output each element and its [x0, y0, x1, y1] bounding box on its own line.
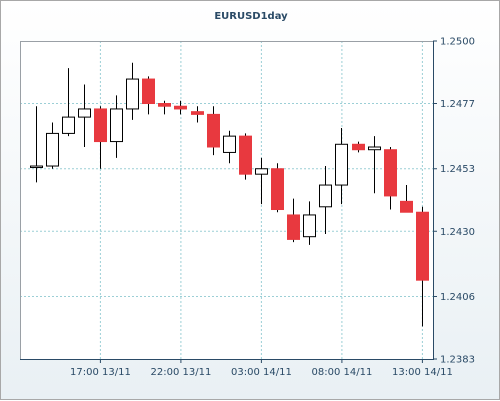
candle-bearish: [271, 163, 284, 213]
candle-body: [207, 113, 220, 148]
candle-bearish: [287, 198, 300, 243]
candle-body: [287, 214, 300, 240]
candle-body: [46, 132, 59, 167]
candle-bullish: [46, 122, 59, 169]
candle-body: [239, 135, 252, 175]
candle-body: [191, 111, 204, 115]
candle-bearish: [207, 106, 220, 156]
candle-bearish: [384, 147, 397, 210]
candle-body: [142, 78, 155, 105]
candle-body: [110, 108, 123, 143]
candle-bearish: [400, 185, 413, 213]
candle-body: [352, 143, 365, 151]
candle-bearish: [174, 100, 187, 115]
candle-bearish: [158, 100, 171, 115]
candle-body: [94, 108, 107, 143]
candle-body: [416, 211, 429, 281]
candle-bullish: [303, 201, 316, 245]
candle-bearish: [191, 106, 204, 123]
plot-area: [20, 41, 433, 359]
candle-body: [400, 200, 413, 213]
candle-bullish: [255, 157, 268, 205]
x-tick-label: 03:00 14/11: [231, 367, 292, 378]
x-tick-label: 08:00 14/11: [311, 367, 372, 378]
candle-body: [62, 116, 75, 134]
y-tick-label: 1.2383: [440, 355, 475, 366]
candle-bullish: [62, 68, 75, 137]
y-tick-label: 1.2477: [440, 99, 475, 110]
candle-body: [174, 105, 187, 110]
candle-bullish: [368, 136, 381, 194]
chart-title: EURUSD1day: [214, 11, 288, 22]
candle-bullish: [319, 166, 332, 234]
x-tick-label: 13:00 14/11: [392, 367, 453, 378]
candle-bearish: [239, 133, 252, 180]
candle-body: [126, 78, 139, 110]
y-tick-label: 1.2453: [440, 164, 475, 175]
candle-bullish: [223, 130, 236, 164]
candle-body: [255, 168, 268, 175]
candle-bullish: [78, 84, 91, 147]
x-tick-label: 22:00 13/11: [150, 367, 211, 378]
candle-body: [78, 108, 91, 118]
candle-bullish: [126, 62, 139, 120]
candle-body: [223, 135, 236, 153]
candle-body: [384, 149, 397, 197]
candle-body: [319, 184, 332, 208]
candle-body: [335, 143, 348, 186]
x-tick-label: 17:00 13/11: [70, 367, 131, 378]
candle-body: [30, 165, 43, 169]
candle-bullish: [110, 95, 123, 158]
candle-bullish: [335, 127, 348, 205]
y-tick-label: 1.2500: [440, 37, 475, 48]
candle-bearish: [142, 76, 155, 115]
candle-bullish: [30, 106, 43, 183]
y-tick-label: 1.2430: [440, 227, 475, 238]
candle-bearish: [94, 106, 107, 169]
candle-body: [158, 103, 171, 107]
candle-bearish: [416, 206, 429, 327]
candle-body: [303, 214, 316, 238]
candle-bearish: [352, 141, 365, 153]
candle-body: [271, 168, 284, 211]
candle-body: [368, 146, 381, 151]
y-tick-label: 1.2406: [440, 292, 475, 303]
